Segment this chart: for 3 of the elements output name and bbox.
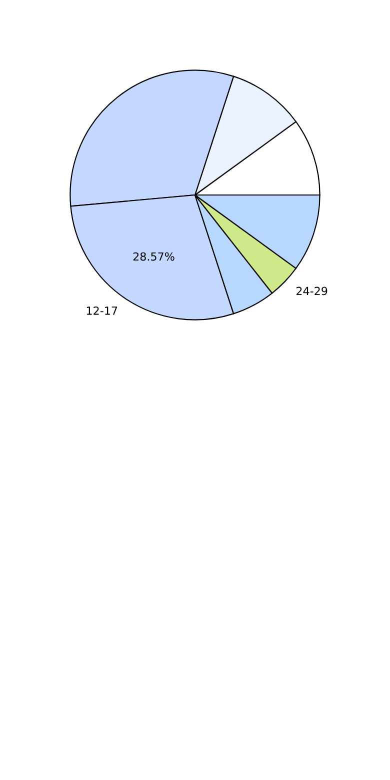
slice-label: 24-29 [296,286,328,296]
data-label: 28.57% [133,252,174,261]
slice-label: 12-17 [86,306,118,315]
